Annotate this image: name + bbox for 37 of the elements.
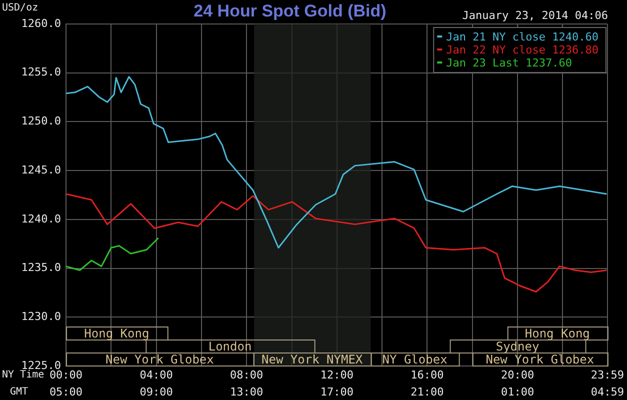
x-tick-label: 23:59 [590, 368, 624, 382]
x2-tick-label: 17:00 [320, 385, 354, 398]
annotation: New York NYMEX [262, 352, 364, 367]
annotation: New York Globex [106, 352, 214, 367]
annotation: New York Globex [486, 352, 594, 367]
x2-tick-label: 05:00 [49, 385, 83, 398]
y-tick-label: 1245.0 [21, 163, 61, 176]
annotation: Sydney [496, 340, 540, 354]
annotation: Hong Kong [84, 326, 150, 341]
annotation: Hong Kong [524, 326, 590, 341]
annotation: NY Globex [382, 352, 448, 367]
x-tick-label: 16:00 [410, 368, 444, 382]
x2-tick-label: 09:00 [140, 385, 173, 398]
y-tick-label: 1235.0 [21, 261, 61, 274]
legend-label: Jan 23 Last 1237.60 [446, 56, 572, 70]
legend-label: Jan 21 NY close 1240.60 [446, 30, 598, 44]
x-tick-label: 04:00 [140, 368, 173, 382]
legend-label: Jan 22 NY close 1236.80 [446, 43, 598, 56]
x2-tick-label: 21:00 [410, 385, 444, 398]
x-tick-label: 00:00 [49, 368, 83, 382]
x2-tick-label: 13:00 [230, 385, 264, 398]
y-tick-label: 1250.0 [21, 114, 61, 128]
annotation: London [208, 340, 252, 354]
x-axis-title: NY Time [2, 370, 44, 381]
x2-tick-label: 01:00 [500, 385, 534, 398]
chart-title: 24 Hour Spot Gold (Bid) [194, 2, 386, 21]
x-tick-label: 12:00 [320, 368, 354, 382]
y-tick-label: 1255.0 [21, 66, 61, 79]
y-tick-label: 1260.0 [21, 16, 61, 30]
y-axis-title: USD/oz [2, 2, 38, 14]
y-tick-label: 1240.0 [21, 212, 61, 226]
x-tick-label: 20:00 [500, 368, 534, 382]
y-tick-label: 1230.0 [21, 310, 61, 323]
x-tick-label: 08:00 [230, 368, 264, 382]
x2-tick-label: 04:59 [590, 385, 624, 398]
chart-subtitle: January 23, 2014 04:06 [462, 8, 608, 22]
x2-axis-title: GMT [10, 386, 28, 398]
